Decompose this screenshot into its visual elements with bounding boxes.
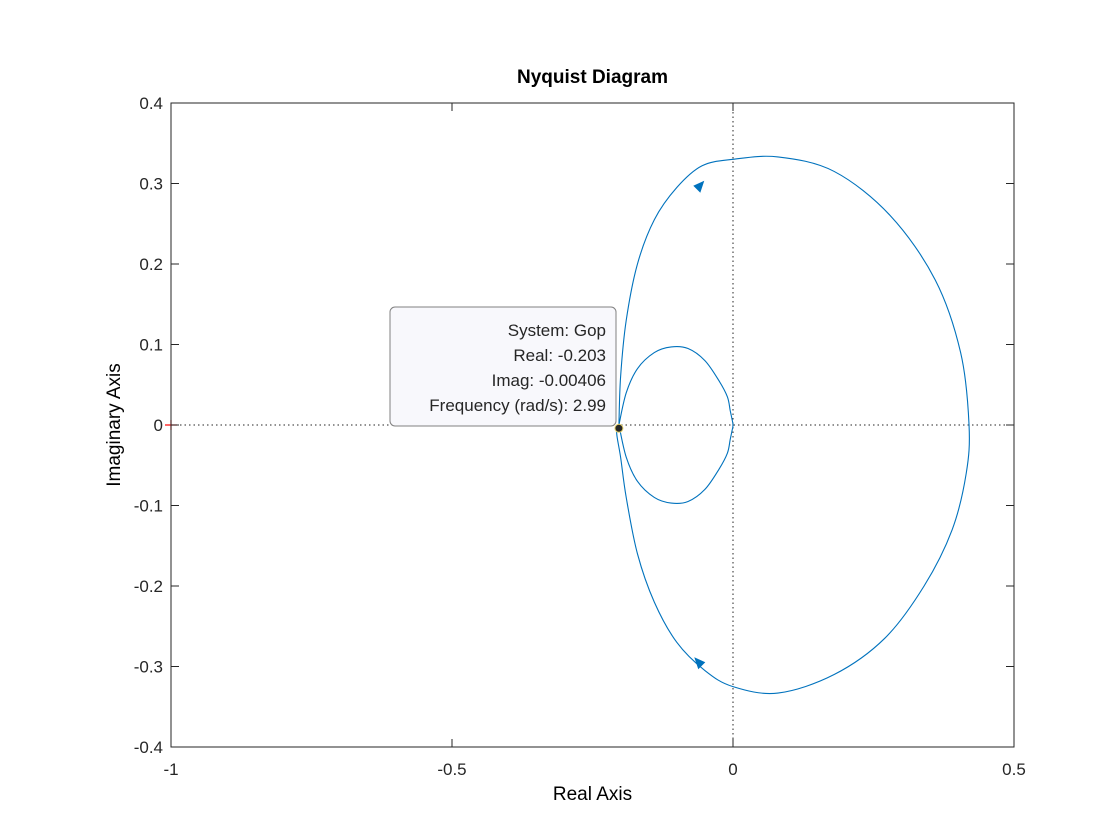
x-tick-label: 0.5: [1002, 760, 1026, 779]
nyquist-inner-loop: [618, 345, 734, 505]
tick-labels: -1 -0.5 0 0.5 0.4 0.3 0.2 0.1 0 -0.1 -0.2 -0.3 -0.4: [134, 94, 1026, 779]
datatip-line: System: Gop: [508, 321, 606, 340]
y-tick-label: -0.1: [134, 497, 163, 516]
datatip-marker: [614, 423, 624, 433]
x-tick-label: 0: [728, 760, 737, 779]
x-tick-label: -0.5: [437, 760, 466, 779]
x-tick-label: -1: [163, 760, 178, 779]
y-tick-label: 0: [154, 416, 163, 435]
zero-reference-lines: [171, 103, 1014, 747]
y-tick-label: 0.1: [139, 336, 163, 355]
datatip-box: [389, 306, 617, 427]
direction-arrow: [693, 180, 705, 193]
y-tick-label: 0.2: [139, 255, 163, 274]
y-tick-label: -0.2: [134, 577, 163, 596]
x-axis-label: Real Axis: [553, 784, 632, 805]
datatip[interactable]: System: Gop Real: -0.203 Imag: -0.00406 Fre…: [389, 306, 624, 433]
datatip-line: Real: -0.203: [513, 346, 606, 365]
nyquist-outer-loop: [616, 155, 970, 695]
y-tick-label: 0.3: [139, 175, 163, 194]
y-tick-label: -0.4: [134, 738, 163, 757]
direction-arrows: [693, 180, 706, 670]
chart-title: Nyquist Diagram: [517, 67, 668, 88]
axis-ticks: [170, 102, 1015, 748]
direction-arrow: [694, 657, 706, 670]
y-axis-label: Imaginary Axis: [104, 363, 125, 487]
y-tick-label: -0.3: [134, 658, 163, 677]
datatip-line: Frequency (rad/s): 2.99: [429, 396, 606, 415]
datatip-line: Imag: -0.00406: [492, 371, 606, 390]
y-tick-label: 0.4: [139, 94, 163, 113]
nyquist-curves: [616, 155, 970, 695]
